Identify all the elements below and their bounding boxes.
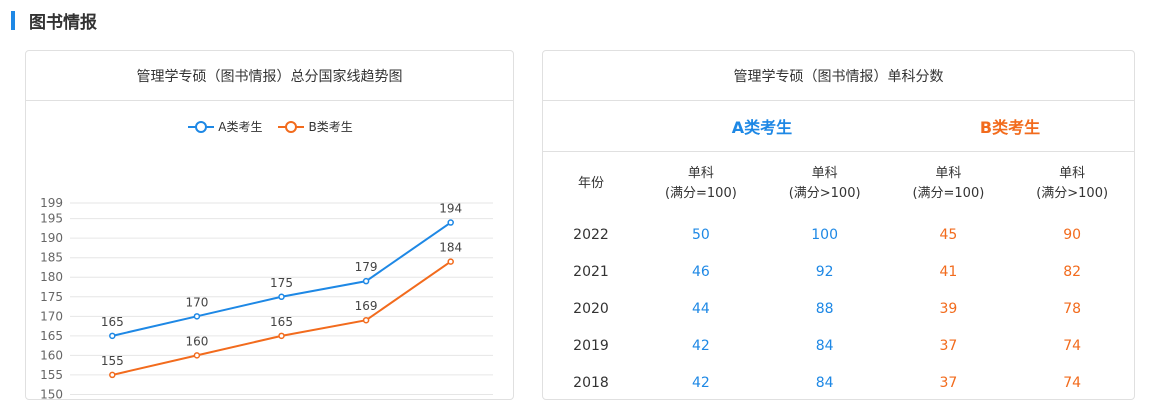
header-a-subover-l1: 单科 bbox=[811, 166, 838, 181]
y-tick-label: 190 bbox=[40, 231, 63, 245]
cell-year: 2021 bbox=[573, 263, 609, 280]
cell-b-subover: 82 bbox=[1063, 263, 1082, 280]
cell-b-sub100: 37 bbox=[939, 374, 958, 391]
score-table-title: 管理学专硕（图书情报）单科分数 bbox=[543, 51, 1134, 101]
cell-b-subover: 74 bbox=[1063, 374, 1082, 391]
data-point bbox=[447, 258, 454, 265]
data-label: 175 bbox=[270, 276, 293, 290]
legend-label-b: B类考生 bbox=[308, 120, 353, 134]
cell-b-sub100: 41 bbox=[939, 263, 958, 280]
data-point bbox=[278, 332, 285, 340]
table-header-row: 年份 单科 (满分=100) 单科 (满分>100) 单科 (满分=100) 单科 (满… bbox=[543, 152, 1134, 216]
cell-b-subover: 90 bbox=[1063, 226, 1082, 243]
data-point bbox=[447, 219, 454, 226]
legend-marker-a bbox=[188, 120, 215, 134]
legend-marker-b bbox=[278, 120, 305, 134]
header-b-subover: 单科 (满分>100) bbox=[1010, 152, 1134, 216]
cell-a-sub100: 50 bbox=[691, 226, 710, 243]
y-tick-label: 160 bbox=[40, 348, 63, 362]
cell-a-sub100: 42 bbox=[691, 374, 710, 391]
legend-item-a[interactable]: A类考生 bbox=[188, 118, 262, 135]
header-a-sub100-l2: (满分=100) bbox=[664, 186, 737, 201]
line-chart: 1451501551601651701751801851901951992018… bbox=[40, 196, 493, 399]
cell-a-sub100: 46 bbox=[691, 263, 710, 280]
cell-b-subover: 74 bbox=[1063, 337, 1082, 354]
score-table: 年份 单科 (满分=100) 单科 (满分>100) 单科 (满分=100) 单科 (满… bbox=[543, 152, 1134, 401]
cell-year: 2022 bbox=[573, 226, 609, 243]
y-tick-label: 195 bbox=[40, 212, 63, 226]
data-label: 179 bbox=[355, 260, 378, 274]
data-point bbox=[193, 352, 201, 359]
header-year: 年份 bbox=[577, 176, 604, 191]
group-a-label: A类考生 bbox=[731, 118, 793, 137]
y-tick-label: 175 bbox=[40, 290, 63, 304]
y-tick-label: 155 bbox=[40, 368, 63, 382]
y-tick-label: 180 bbox=[40, 270, 63, 284]
table-row: 2021 46 92 41 82 bbox=[543, 253, 1134, 290]
section-header: 图书情报 bbox=[11, 9, 97, 33]
section-title: 图书情报 bbox=[29, 12, 97, 33]
cell-b-subover: 78 bbox=[1063, 300, 1082, 317]
table-row: 2020 44 88 39 78 bbox=[543, 290, 1134, 327]
cell-year: 2018 bbox=[573, 374, 609, 391]
table-row: 2018 42 84 37 74 bbox=[543, 364, 1134, 401]
table-row: 2022 50 100 45 90 bbox=[543, 216, 1134, 253]
cell-b-sub100: 37 bbox=[939, 337, 958, 354]
data-label: 184 bbox=[439, 241, 462, 255]
data-point bbox=[278, 293, 285, 301]
cell-a-subover: 92 bbox=[815, 263, 834, 280]
legend-item-b[interactable]: B类考生 bbox=[278, 118, 353, 135]
score-table-card: 管理学专硕（图书情报）单科分数 A类考生 B类考生 年份 单科 (满分=100) … bbox=[542, 50, 1135, 400]
header-a-subover-l2: (满分>100) bbox=[788, 186, 861, 201]
y-tick-label: 199 bbox=[40, 196, 63, 210]
y-tick-label: 150 bbox=[40, 387, 63, 399]
cell-a-subover: 88 bbox=[815, 300, 834, 317]
header-b-sub100-l1: 单科 bbox=[935, 166, 962, 181]
y-tick-label: 170 bbox=[40, 309, 63, 323]
header-b-subover-l1: 单科 bbox=[1059, 166, 1086, 181]
header-a-sub100: 单科 (满分=100) bbox=[639, 152, 763, 216]
trend-chart-title: 管理学专硕（图书情报）总分国家线趋势图 bbox=[26, 51, 513, 101]
data-label: 169 bbox=[355, 299, 378, 313]
y-tick-label: 185 bbox=[40, 251, 63, 265]
table-row: 2019 42 84 37 74 bbox=[543, 327, 1134, 364]
data-label: 165 bbox=[101, 315, 124, 329]
header-b-subover-l2: (满分>100) bbox=[1036, 186, 1109, 201]
header-b-sub100-l2: (满分=100) bbox=[912, 186, 985, 201]
y-tick-label: 165 bbox=[40, 329, 63, 343]
data-point bbox=[109, 332, 116, 340]
header-a-sub100-l1: 单科 bbox=[687, 166, 714, 181]
cell-a-subover: 100 bbox=[811, 226, 838, 243]
group-header-row: A类考生 B类考生 bbox=[543, 101, 1134, 152]
cell-b-sub100: 39 bbox=[939, 300, 958, 317]
data-label: 160 bbox=[185, 334, 208, 348]
cell-a-subover: 84 bbox=[815, 374, 834, 391]
data-point bbox=[362, 316, 370, 324]
header-b-sub100: 单科 (满分=100) bbox=[887, 152, 1011, 216]
data-point bbox=[193, 313, 201, 320]
chart-legend: A类考生 B类考生 bbox=[26, 118, 515, 135]
cell-a-subover: 84 bbox=[815, 337, 834, 354]
data-point bbox=[362, 277, 370, 285]
data-label: 194 bbox=[439, 202, 462, 216]
data-label: 155 bbox=[101, 354, 124, 368]
cell-a-sub100: 42 bbox=[691, 337, 710, 354]
trend-chart-card: 管理学专硕（图书情报）总分国家线趋势图 A类考生 B类考生 1451501551… bbox=[25, 50, 514, 400]
header-a-subover: 单科 (满分>100) bbox=[763, 152, 887, 216]
cell-a-sub100: 44 bbox=[691, 300, 710, 317]
cell-b-sub100: 45 bbox=[939, 226, 958, 243]
data-point bbox=[109, 371, 116, 379]
cell-year: 2020 bbox=[573, 300, 609, 317]
group-b-label: B类考生 bbox=[979, 118, 1041, 137]
data-label: 165 bbox=[270, 315, 293, 329]
section-accent-bar bbox=[11, 10, 15, 30]
cell-year: 2019 bbox=[573, 337, 609, 354]
legend-label-a: A类考生 bbox=[218, 120, 263, 134]
data-label: 170 bbox=[185, 295, 208, 309]
